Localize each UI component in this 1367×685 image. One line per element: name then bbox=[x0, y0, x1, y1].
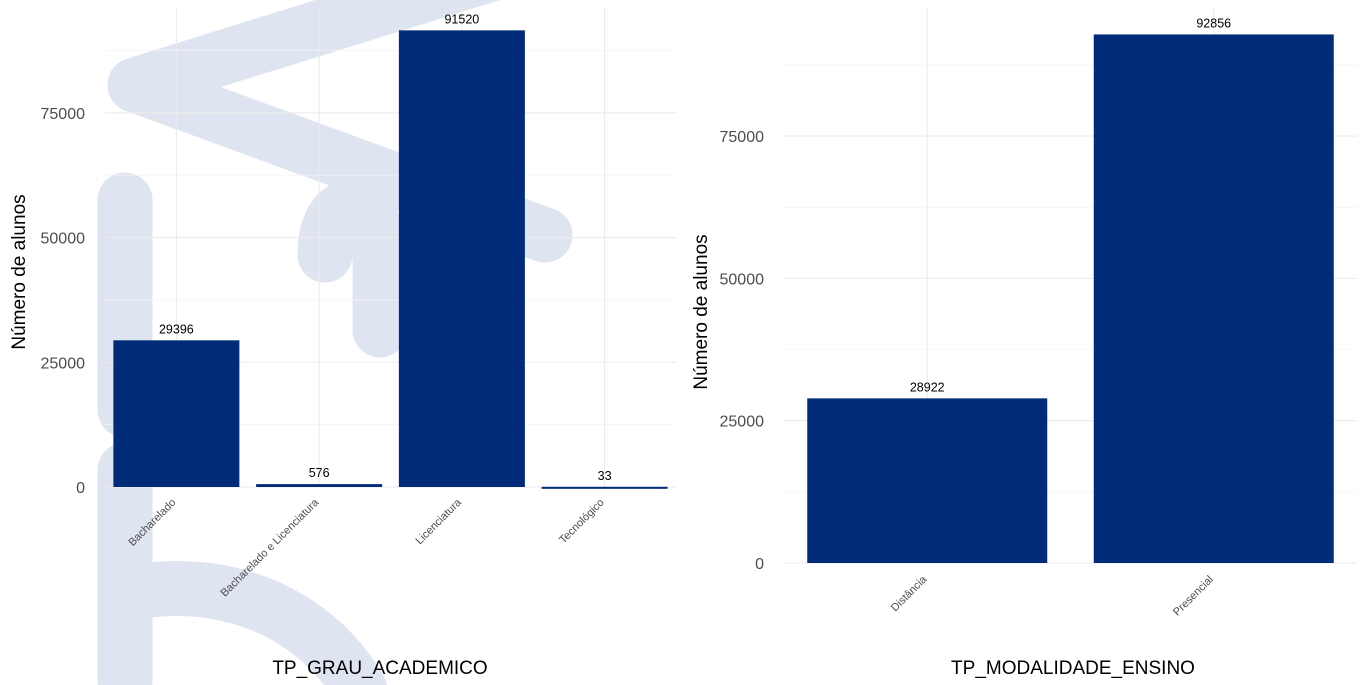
y-axis-ticks: 0 25000 50000 75000 bbox=[41, 106, 86, 497]
y-tick-label: 75000 bbox=[41, 106, 86, 123]
data-label-licenciatura: 91520 bbox=[444, 12, 479, 26]
bars bbox=[113, 30, 668, 489]
data-label-tecnologico: 33 bbox=[598, 469, 612, 483]
y-axis-ticks: 0 25000 50000 75000 bbox=[720, 129, 765, 573]
bar-chart-grau-academico: 29396 576 91520 33 0 25000 50000 75000 Bacharela… bbox=[9, 8, 676, 679]
x-axis-title: TP_MODALIDADE_ENSINO bbox=[951, 658, 1195, 679]
bar-bacharelado-e-licenciatura bbox=[256, 484, 383, 487]
bars bbox=[807, 34, 1334, 564]
bar-licenciatura bbox=[398, 30, 525, 487]
x-tick-label-presencial: Presencial bbox=[1171, 574, 1216, 619]
x-tick-label-distancia: Distância bbox=[889, 573, 930, 614]
y-tick-label: 50000 bbox=[41, 231, 86, 248]
y-tick-label: 25000 bbox=[720, 414, 765, 431]
x-tick-label-bacharelado: Bacharelado bbox=[126, 497, 178, 549]
x-axis-ticks: Bacharelado Bacharelado e Licenciatura Lic… bbox=[126, 496, 606, 599]
bar-chart-modalidade-ensino: 28922 92856 0 25000 50000 75000 Distância Prese… bbox=[691, 8, 1357, 679]
x-axis-ticks: Distância Presencial bbox=[889, 573, 1216, 618]
y-tick-label: 75000 bbox=[720, 129, 765, 146]
data-labels: 28922 92856 bbox=[910, 16, 1231, 394]
y-tick-label: 0 bbox=[755, 556, 764, 573]
bar-distancia bbox=[807, 398, 1048, 563]
y-tick-label: 25000 bbox=[41, 355, 86, 372]
y-axis-title: Número de alunos bbox=[691, 234, 712, 389]
y-axis-title: Número de alunos bbox=[9, 194, 30, 349]
bar-tecnologico bbox=[541, 486, 668, 489]
x-tick-label-licenciatura: Licenciatura bbox=[414, 496, 465, 547]
x-axis-title: TP_GRAU_ACADEMICO bbox=[272, 658, 487, 679]
x-tick-label-tecnologico: Tecnológico bbox=[557, 497, 607, 547]
data-labels: 29396 576 91520 33 bbox=[159, 12, 612, 482]
y-tick-label: 0 bbox=[76, 480, 85, 497]
data-label-bacharelado-e-licenciatura: 576 bbox=[309, 466, 330, 480]
data-label-presencial: 92856 bbox=[1196, 16, 1231, 30]
data-label-distancia: 28922 bbox=[910, 380, 945, 394]
bar-presencial bbox=[1093, 34, 1334, 564]
data-label-bacharelado: 29396 bbox=[159, 322, 194, 336]
bar-bacharelado bbox=[113, 340, 240, 487]
x-tick-label-bacharelado-e-licenciatura: Bacharelado e Licenciatura bbox=[218, 496, 321, 599]
y-tick-label: 50000 bbox=[720, 271, 765, 288]
